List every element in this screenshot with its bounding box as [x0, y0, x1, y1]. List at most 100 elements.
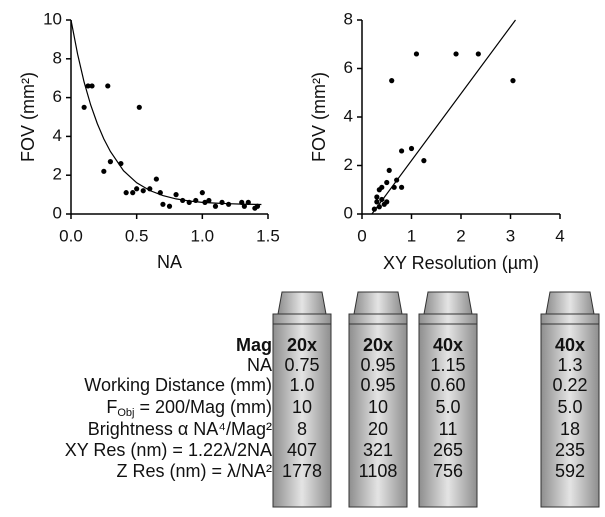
cell: 1.15 [430, 355, 465, 375]
column-header: 20x [287, 335, 317, 355]
row-label: XY Res (nm) = 1.22λ/2NA [65, 440, 272, 460]
y-tick-label: 0 [344, 203, 353, 222]
point [384, 179, 390, 186]
point [157, 190, 163, 196]
cell: 18 [560, 419, 580, 439]
point [374, 194, 380, 200]
cell: 756 [433, 461, 463, 481]
y-tick-label: 8 [344, 9, 353, 28]
point [130, 190, 136, 196]
objective-collar [540, 313, 600, 325]
point [180, 197, 186, 204]
objective-cap [277, 291, 327, 315]
row-label: Brightness α NA⁴/Mag² [88, 419, 272, 439]
cell: 235 [555, 440, 585, 460]
point [379, 184, 385, 190]
cell: 5.0 [557, 397, 582, 417]
column-header: 40x [555, 335, 585, 355]
objective-collar [272, 313, 332, 325]
point [140, 188, 146, 194]
x-tick-label: 1 [407, 226, 416, 245]
point [374, 199, 380, 205]
y-tick-label: 8 [53, 48, 62, 67]
y-tick-label: 2 [53, 165, 62, 184]
y-axis-label: FOV (mm²) [18, 72, 38, 162]
row-label-sub: Obj [117, 407, 134, 419]
point [193, 197, 199, 204]
objective-body [418, 323, 478, 508]
x-tick-label: 1.0 [191, 226, 215, 245]
point [206, 197, 212, 204]
y-tick-label: 4 [53, 126, 62, 145]
point [134, 186, 140, 192]
x-tick-label: 2 [456, 226, 465, 245]
point [239, 199, 245, 205]
point [510, 78, 516, 84]
x-tick-label: 1.5 [256, 226, 280, 245]
point [186, 199, 192, 205]
cell: 1108 [359, 461, 398, 481]
point [379, 196, 385, 203]
x-tick-label: 3 [506, 226, 515, 245]
cell: 20 [368, 419, 388, 439]
cell: 1.3 [557, 355, 582, 375]
y-tick-label: 6 [53, 87, 62, 106]
cell: 11 [439, 419, 458, 439]
row-label: Z Res (nm) = λ/NA² [116, 461, 272, 481]
y-tick-label: 10 [43, 9, 62, 28]
cell: 0.95 [360, 355, 395, 375]
point [173, 192, 179, 198]
cell: 8 [297, 419, 307, 439]
row-label: FObj = 200/Mag (mm) [106, 397, 272, 419]
point [475, 51, 481, 57]
point [245, 199, 251, 205]
column-header: 20x [363, 335, 393, 355]
point [453, 51, 459, 57]
objective-collar [348, 313, 408, 325]
row-label-main: F [106, 397, 117, 417]
row-label: Mag [236, 335, 272, 355]
point [391, 184, 397, 190]
cell: 5.0 [435, 397, 460, 417]
objective-cap [353, 291, 403, 315]
point [107, 159, 113, 165]
point [399, 184, 405, 190]
cell: 1778 [282, 461, 322, 481]
objective-body [272, 323, 332, 508]
point [371, 206, 377, 212]
cell: 10 [292, 397, 312, 417]
point [399, 148, 405, 154]
row-label: Working Distance (mm) [84, 375, 272, 395]
x-tick-label: 0 [357, 226, 366, 245]
y-tick-label: 0 [53, 203, 62, 222]
point [384, 199, 390, 205]
point [408, 145, 415, 152]
x-tick-label: 0.0 [59, 226, 83, 245]
column-header: 40x [433, 335, 463, 355]
x-axis-label: XY Resolution (µm) [383, 253, 539, 273]
point [166, 203, 173, 209]
cell: 0.22 [552, 375, 587, 395]
row-label: NA [247, 355, 272, 375]
point [254, 203, 261, 209]
y-tick-label: 6 [344, 58, 353, 77]
point [226, 201, 232, 207]
point [123, 190, 129, 196]
point [147, 186, 153, 192]
point [105, 83, 111, 89]
cell: 0.60 [430, 375, 465, 395]
point [89, 83, 95, 89]
objective-cap [423, 291, 473, 315]
point [212, 203, 219, 209]
y-axis-label: FOV (mm²) [309, 72, 329, 162]
point [219, 199, 225, 205]
cell: 592 [555, 461, 585, 481]
point [386, 167, 392, 173]
y-tick-label: 4 [344, 106, 353, 125]
cell: 0.75 [284, 355, 319, 375]
point [118, 160, 124, 167]
cell: 321 [363, 440, 393, 460]
point [101, 168, 107, 174]
x-tick-label: 0.5 [125, 226, 149, 245]
